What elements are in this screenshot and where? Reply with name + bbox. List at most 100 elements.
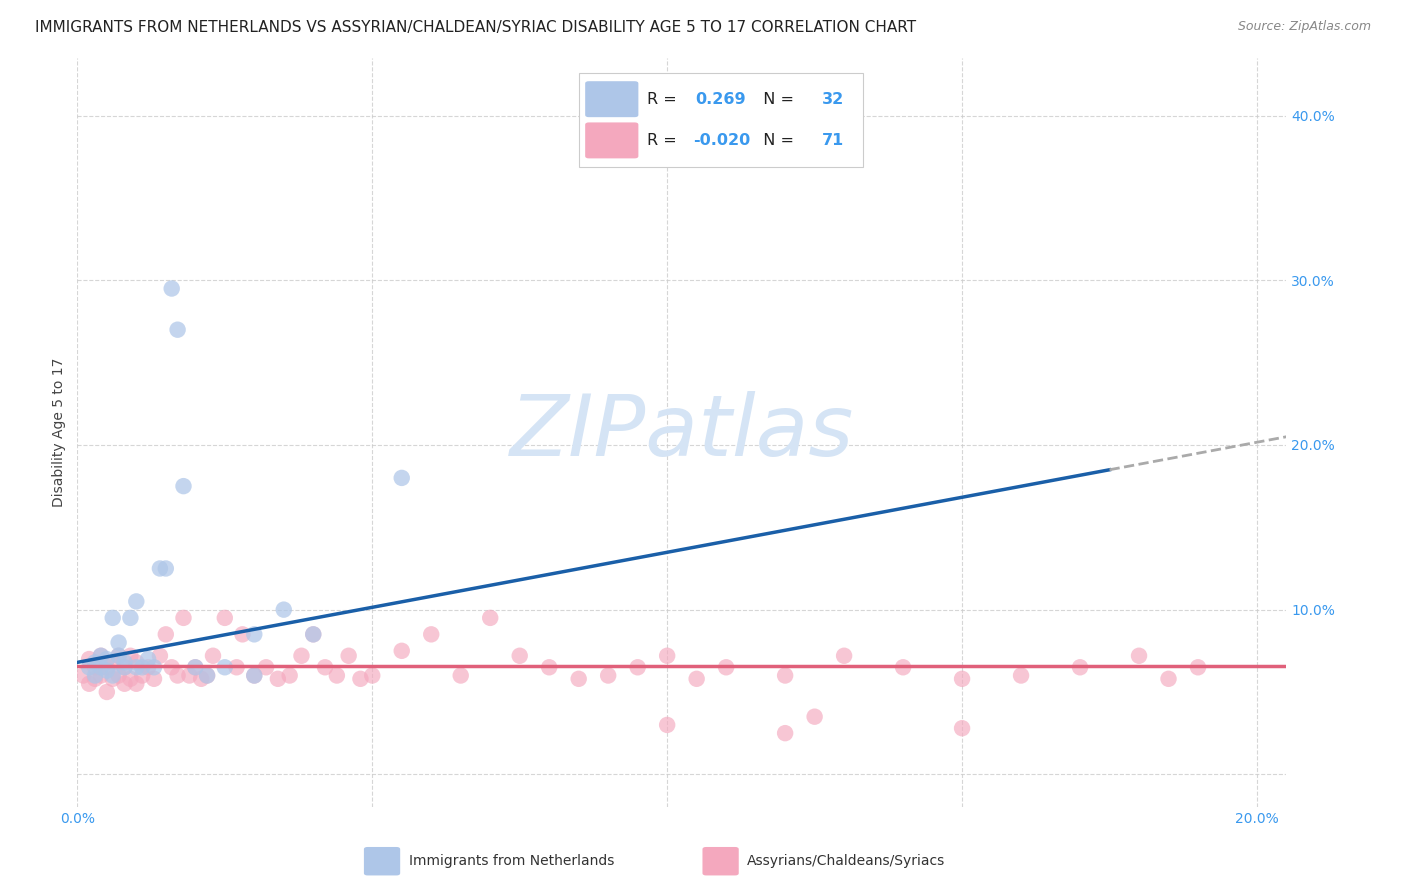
Point bbox=[243, 668, 266, 682]
Point bbox=[243, 627, 266, 641]
Point bbox=[173, 611, 195, 625]
Point bbox=[391, 471, 413, 485]
Point bbox=[1069, 660, 1091, 674]
Point bbox=[166, 323, 188, 337]
Point bbox=[509, 648, 531, 663]
Point bbox=[1010, 668, 1032, 682]
Point bbox=[107, 648, 129, 663]
Point bbox=[450, 668, 472, 682]
Point bbox=[160, 281, 183, 295]
Point bbox=[254, 660, 277, 674]
Point bbox=[77, 677, 100, 691]
Point bbox=[391, 644, 413, 658]
Point bbox=[120, 672, 142, 686]
Text: ZIPatlas: ZIPatlas bbox=[510, 391, 853, 475]
Point bbox=[96, 652, 118, 666]
Point bbox=[136, 652, 159, 666]
Text: 0.269: 0.269 bbox=[695, 92, 745, 107]
Point bbox=[273, 602, 295, 616]
Text: IMMIGRANTS FROM NETHERLANDS VS ASSYRIAN/CHALDEAN/SYRIAC DISABILITY AGE 5 TO 17 C: IMMIGRANTS FROM NETHERLANDS VS ASSYRIAN/… bbox=[35, 20, 917, 35]
Point bbox=[155, 627, 177, 641]
Point bbox=[1128, 648, 1150, 663]
Point bbox=[120, 648, 142, 663]
Point bbox=[243, 668, 266, 682]
Text: N =: N = bbox=[754, 92, 800, 107]
FancyBboxPatch shape bbox=[579, 73, 863, 167]
Point bbox=[107, 668, 129, 682]
Point bbox=[143, 672, 166, 686]
Text: Immigrants from Netherlands: Immigrants from Netherlands bbox=[409, 855, 614, 868]
Text: 71: 71 bbox=[823, 133, 845, 148]
Point bbox=[685, 672, 707, 686]
Point bbox=[714, 660, 737, 674]
Point bbox=[326, 668, 349, 682]
Point bbox=[184, 660, 207, 674]
Point bbox=[1157, 672, 1180, 686]
Point bbox=[84, 668, 107, 682]
Point bbox=[131, 660, 153, 674]
Point bbox=[101, 672, 124, 686]
Point bbox=[84, 672, 107, 686]
Point bbox=[166, 668, 188, 682]
Point bbox=[657, 718, 679, 732]
Point bbox=[349, 672, 371, 686]
Point bbox=[337, 648, 360, 663]
Point bbox=[107, 648, 129, 663]
Point bbox=[214, 611, 236, 625]
Point bbox=[184, 660, 207, 674]
Point bbox=[179, 668, 201, 682]
Point bbox=[479, 611, 502, 625]
Point bbox=[84, 660, 107, 674]
Point bbox=[891, 660, 914, 674]
Point bbox=[125, 656, 148, 670]
Text: Source: ZipAtlas.com: Source: ZipAtlas.com bbox=[1237, 20, 1371, 33]
Point bbox=[302, 627, 325, 641]
Point bbox=[96, 685, 118, 699]
Point bbox=[173, 479, 195, 493]
Point bbox=[773, 726, 796, 740]
Point bbox=[950, 721, 973, 735]
Point bbox=[143, 660, 166, 674]
Point bbox=[1187, 660, 1209, 674]
FancyBboxPatch shape bbox=[585, 81, 638, 117]
Point bbox=[131, 668, 153, 682]
Point bbox=[598, 668, 620, 682]
Point bbox=[120, 611, 142, 625]
Point bbox=[136, 660, 159, 674]
Point bbox=[302, 627, 325, 641]
Point bbox=[90, 648, 112, 663]
Point bbox=[950, 672, 973, 686]
Point bbox=[114, 660, 136, 674]
Point bbox=[278, 668, 301, 682]
Text: 32: 32 bbox=[823, 92, 845, 107]
Text: R =: R = bbox=[647, 133, 682, 148]
Point bbox=[773, 668, 796, 682]
Text: Assyrians/Chaldeans/Syriacs: Assyrians/Chaldeans/Syriacs bbox=[747, 855, 945, 868]
Point bbox=[267, 672, 290, 686]
Point bbox=[114, 677, 136, 691]
Point bbox=[114, 656, 136, 670]
Point bbox=[195, 668, 218, 682]
Point bbox=[77, 652, 100, 666]
Point bbox=[90, 660, 112, 674]
Point bbox=[107, 635, 129, 649]
Point bbox=[225, 660, 247, 674]
Y-axis label: Disability Age 5 to 17: Disability Age 5 to 17 bbox=[52, 358, 66, 508]
Point bbox=[101, 611, 124, 625]
Point bbox=[832, 648, 855, 663]
Point bbox=[77, 660, 100, 674]
Point bbox=[90, 668, 112, 682]
Point bbox=[125, 660, 148, 674]
Point bbox=[155, 561, 177, 575]
Point bbox=[190, 672, 212, 686]
Point bbox=[160, 660, 183, 674]
Point bbox=[214, 660, 236, 674]
Point bbox=[420, 627, 443, 641]
Point bbox=[114, 660, 136, 674]
Text: N =: N = bbox=[754, 133, 800, 148]
Point bbox=[125, 677, 148, 691]
Point bbox=[72, 668, 94, 682]
Point bbox=[627, 660, 650, 674]
Point bbox=[96, 664, 118, 678]
FancyBboxPatch shape bbox=[585, 122, 638, 159]
